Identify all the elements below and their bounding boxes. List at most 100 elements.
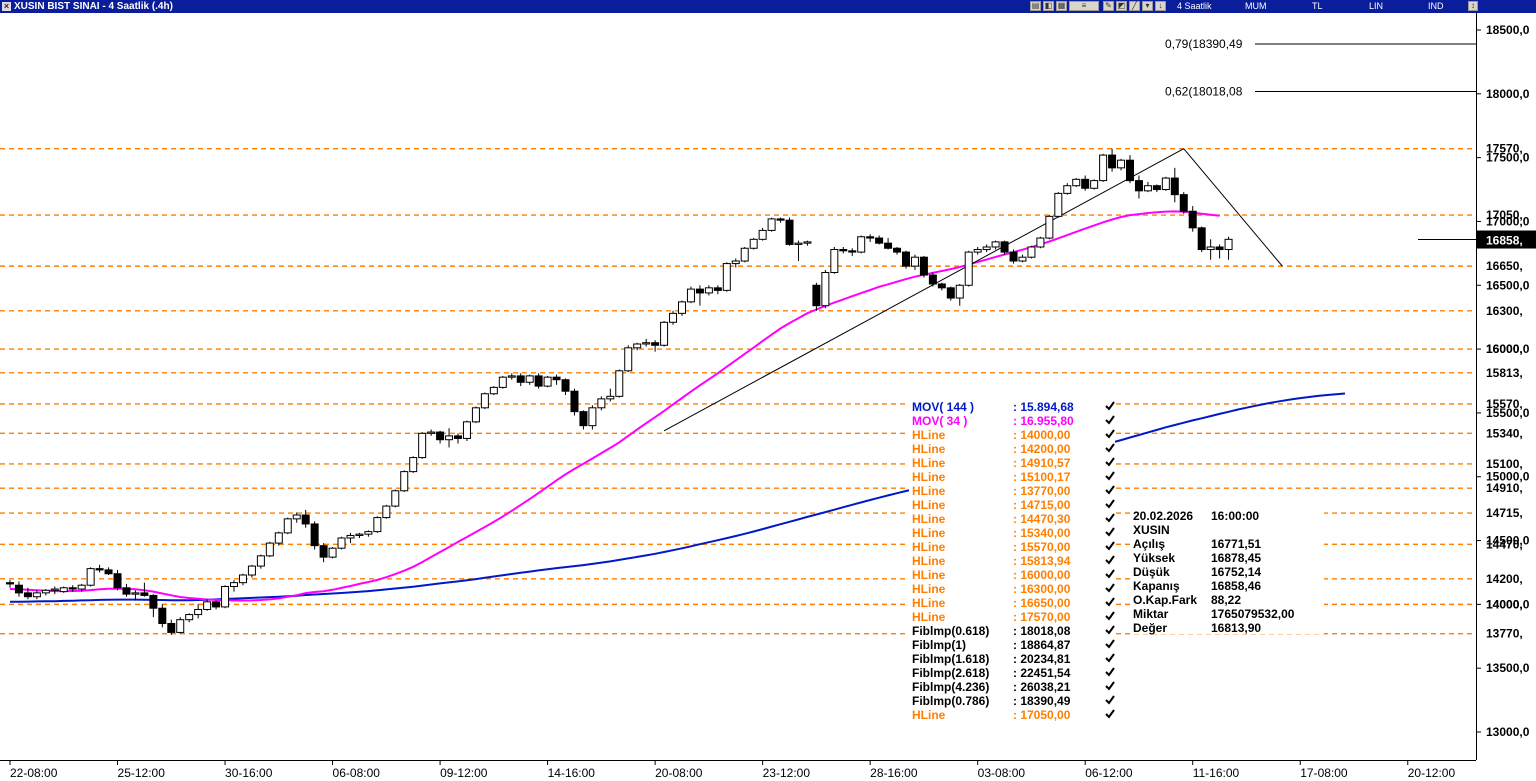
candle-body[interactable] — [642, 342, 651, 345]
candle-body[interactable] — [660, 321, 669, 346]
candle-body[interactable] — [973, 249, 982, 253]
candle-body[interactable] — [131, 592, 140, 595]
candle-body[interactable] — [893, 247, 902, 253]
candle-body[interactable] — [1224, 238, 1233, 251]
checkmark-icon[interactable] — [1105, 597, 1115, 607]
candle-body[interactable] — [740, 247, 749, 262]
candle-body[interactable] — [50, 588, 59, 591]
checkmark-icon[interactable] — [1105, 457, 1115, 467]
candle-body[interactable] — [256, 555, 265, 567]
checkmark-icon[interactable] — [1105, 583, 1115, 593]
candle-body[interactable] — [570, 390, 579, 413]
candle-body[interactable] — [552, 376, 561, 381]
checkmark-icon[interactable] — [1105, 415, 1115, 425]
calendar-icon[interactable]: ▦ — [1056, 1, 1067, 11]
candle-body[interactable] — [633, 343, 642, 349]
candle-body[interactable] — [32, 592, 41, 598]
candle-body[interactable] — [418, 432, 427, 459]
candle-body[interactable] — [991, 241, 1000, 248]
candle-body[interactable] — [238, 574, 247, 584]
bartype-label[interactable]: MUM — [1245, 1, 1267, 11]
candle-body[interactable] — [1143, 185, 1152, 192]
checkmark-icon[interactable] — [1105, 485, 1115, 495]
candle-body[interactable] — [1117, 159, 1126, 169]
candle-body[interactable] — [292, 514, 301, 520]
arrow-down-icon[interactable]: ↓ — [1155, 1, 1166, 11]
candle-body[interactable] — [704, 287, 713, 294]
candle-body[interactable] — [346, 534, 355, 539]
candle-body[interactable] — [364, 531, 373, 535]
scale-label[interactable]: LIN — [1369, 1, 1384, 11]
candle-body[interactable] — [678, 301, 686, 314]
checkmark-icon[interactable] — [1105, 513, 1115, 523]
candle-body[interactable] — [857, 236, 866, 253]
candle-body[interactable] — [1161, 177, 1170, 191]
candle-body[interactable] — [561, 379, 570, 392]
candle-body[interactable] — [1072, 178, 1081, 187]
candle-body[interactable] — [1188, 210, 1197, 229]
price-chart[interactable]: 17570, 17050, 16650, 16300, 16000, 15813, 1557… — [0, 13, 1536, 781]
candle-body[interactable] — [471, 407, 480, 423]
candle-body[interactable] — [95, 568, 104, 571]
candle-body[interactable] — [498, 376, 507, 388]
checkmark-icon[interactable] — [1105, 401, 1115, 411]
candle-body[interactable] — [758, 229, 767, 240]
candle-body[interactable] — [982, 246, 991, 251]
candle-body[interactable] — [104, 569, 113, 575]
candle-body[interactable] — [1081, 178, 1090, 189]
candle-body[interactable] — [212, 601, 221, 608]
checkmark-icon[interactable] — [1105, 709, 1115, 719]
checkmark-icon[interactable] — [1105, 499, 1115, 509]
candle-body[interactable] — [230, 582, 238, 587]
edit-icon[interactable]: ✎ — [1103, 1, 1114, 11]
candle-body[interactable] — [767, 218, 776, 231]
candle-body[interactable] — [489, 386, 498, 395]
candle-body[interactable] — [41, 589, 50, 594]
candle-body[interactable] — [731, 260, 740, 265]
checkmark-icon[interactable] — [1105, 471, 1115, 481]
candle-body[interactable] — [812, 284, 821, 307]
candle-body[interactable] — [579, 411, 588, 427]
candle-body[interactable] — [203, 601, 212, 610]
candle-body[interactable] — [597, 398, 606, 409]
candle-body[interactable] — [884, 242, 893, 249]
candle-body[interactable] — [427, 431, 436, 434]
candle-body[interactable] — [185, 614, 194, 621]
candle-body[interactable] — [1018, 256, 1027, 262]
checkmark-icon[interactable] — [1105, 429, 1115, 439]
candle-body[interactable] — [265, 542, 274, 557]
candle-body[interactable] — [964, 251, 973, 286]
candle-body[interactable] — [1108, 154, 1117, 169]
candle-body[interactable] — [722, 263, 731, 291]
candle-body[interactable] — [686, 288, 695, 303]
checkmark-icon[interactable] — [1105, 555, 1115, 565]
candle-body[interactable] — [1134, 180, 1143, 192]
candle-body[interactable] — [436, 431, 445, 441]
candle-body[interactable] — [247, 565, 256, 576]
checkmark-icon[interactable] — [1105, 527, 1115, 537]
checkmark-icon[interactable] — [1105, 653, 1115, 663]
chevron-down-icon[interactable]: ▾ — [1142, 1, 1153, 11]
candle-body[interactable] — [1009, 251, 1018, 262]
candle-body[interactable] — [624, 347, 633, 372]
candle-body[interactable] — [1027, 246, 1036, 258]
indicators-label[interactable]: IND — [1428, 1, 1444, 11]
candle-body[interactable] — [382, 505, 391, 519]
candle-body[interactable] — [122, 587, 131, 595]
candle-body[interactable] — [507, 375, 516, 378]
candle-body[interactable] — [839, 249, 848, 252]
currency-label[interactable]: TL — [1312, 1, 1323, 11]
candle-body[interactable] — [221, 585, 230, 608]
checkmark-icon[interactable] — [1105, 681, 1115, 691]
candle-body[interactable] — [669, 312, 678, 323]
checkmark-icon[interactable] — [1105, 569, 1115, 579]
candle-body[interactable] — [1170, 177, 1179, 196]
candle-body[interactable] — [848, 250, 857, 253]
candle-body[interactable] — [543, 376, 552, 387]
checkmark-icon[interactable] — [1105, 625, 1115, 635]
candle-body[interactable] — [283, 518, 292, 534]
checkmark-icon[interactable] — [1105, 541, 1115, 551]
candle-body[interactable] — [319, 545, 328, 558]
candle-body[interactable] — [328, 547, 337, 558]
candle-body[interactable] — [409, 457, 418, 473]
